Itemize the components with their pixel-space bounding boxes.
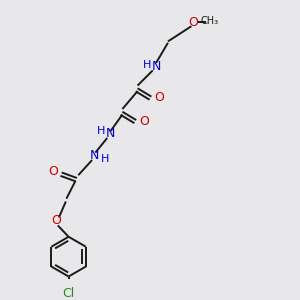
Text: H: H (101, 154, 110, 164)
Text: H: H (97, 126, 105, 136)
Text: H: H (143, 60, 152, 70)
Text: N: N (90, 149, 100, 162)
Text: Cl: Cl (62, 286, 75, 300)
Text: N: N (105, 127, 115, 140)
Text: O: O (188, 16, 198, 28)
Text: O: O (140, 115, 149, 128)
Text: CH₃: CH₃ (201, 16, 219, 26)
Text: O: O (49, 165, 58, 178)
Text: O: O (155, 92, 165, 104)
Text: N: N (152, 60, 162, 73)
Text: O: O (51, 214, 61, 227)
